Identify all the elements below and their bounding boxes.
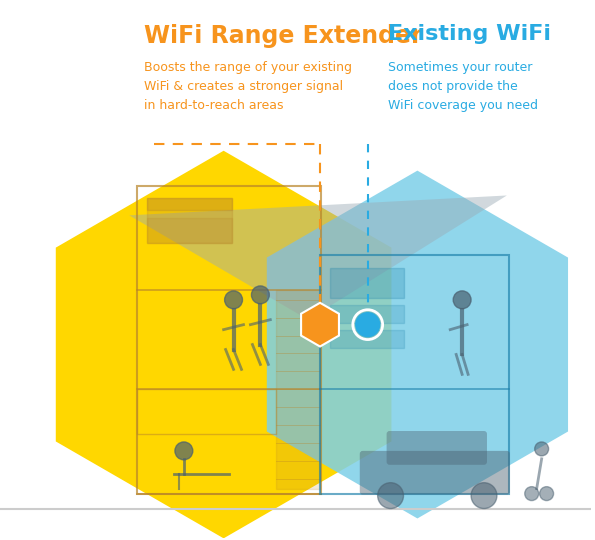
Circle shape bbox=[378, 483, 403, 509]
Circle shape bbox=[175, 442, 193, 460]
Text: Existing WiFi: Existing WiFi bbox=[387, 24, 550, 44]
Polygon shape bbox=[301, 303, 339, 347]
FancyBboxPatch shape bbox=[330, 305, 405, 323]
FancyBboxPatch shape bbox=[147, 198, 231, 243]
Polygon shape bbox=[267, 171, 568, 518]
Circle shape bbox=[252, 286, 270, 304]
Circle shape bbox=[453, 291, 471, 309]
Circle shape bbox=[356, 313, 380, 336]
Circle shape bbox=[525, 487, 538, 501]
Text: Sometimes your router
does not provide the
WiFi coverage you need: Sometimes your router does not provide t… bbox=[387, 62, 538, 112]
FancyBboxPatch shape bbox=[330, 268, 405, 298]
FancyBboxPatch shape bbox=[147, 218, 231, 243]
Circle shape bbox=[540, 487, 553, 501]
FancyBboxPatch shape bbox=[360, 451, 510, 495]
FancyBboxPatch shape bbox=[147, 198, 231, 211]
Circle shape bbox=[224, 291, 243, 309]
FancyBboxPatch shape bbox=[387, 431, 487, 465]
Text: WiFi Range Extender: WiFi Range Extender bbox=[144, 24, 422, 48]
Circle shape bbox=[535, 442, 549, 456]
Polygon shape bbox=[56, 151, 392, 538]
FancyBboxPatch shape bbox=[330, 329, 405, 348]
Circle shape bbox=[471, 483, 497, 509]
Polygon shape bbox=[129, 195, 507, 320]
Text: Boosts the range of your existing
WiFi & creates a stronger signal
in hard-to-re: Boosts the range of your existing WiFi &… bbox=[144, 62, 352, 112]
FancyBboxPatch shape bbox=[276, 290, 320, 489]
